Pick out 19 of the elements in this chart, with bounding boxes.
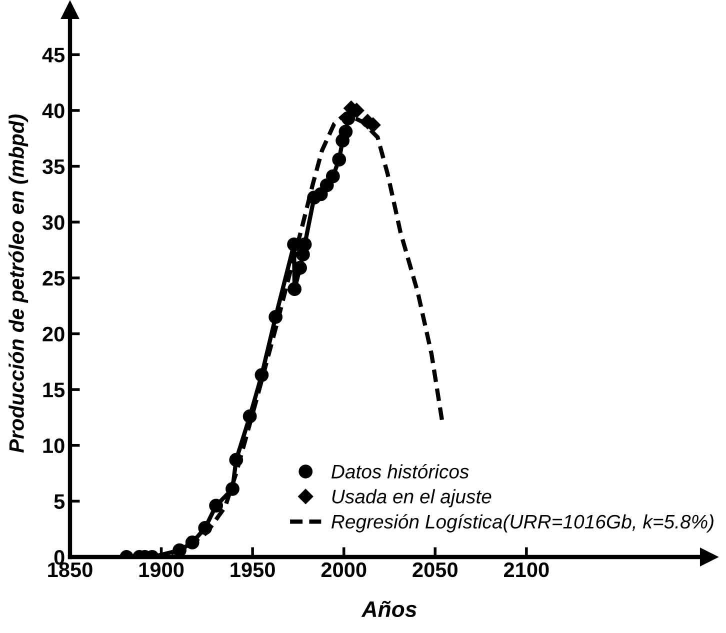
x-axis-title: Años bbox=[361, 600, 417, 618]
y-tick-label: 45 bbox=[42, 48, 65, 62]
y-tick-label: 35 bbox=[42, 159, 65, 174]
x-tick-label: 2000 bbox=[321, 562, 366, 578]
x-tick-label: 2050 bbox=[412, 562, 458, 578]
legend-label: Regresión Logística(URR=1016Gb, k=5.8%) bbox=[331, 514, 714, 532]
legend-label: Usada en el ajuste bbox=[332, 489, 492, 508]
y-tick-label: 5 bbox=[54, 494, 65, 509]
x-tick-label: 1950 bbox=[230, 562, 275, 578]
y-tick-label: 15 bbox=[43, 382, 65, 398]
x-tick-label: 1900 bbox=[139, 562, 184, 578]
legend-label: Datos históricos bbox=[331, 464, 469, 479]
y-tick-label: 40 bbox=[42, 103, 64, 118]
y-tick-label: 30 bbox=[42, 215, 64, 230]
y-axis-title: Producción de petróleo en (mbpd) bbox=[8, 114, 28, 453]
y-tick-label: 20 bbox=[42, 326, 64, 342]
y-tick-label: 25 bbox=[42, 270, 65, 286]
y-tick-label: 10 bbox=[43, 438, 64, 454]
x-tick-label: 2100 bbox=[504, 562, 549, 578]
